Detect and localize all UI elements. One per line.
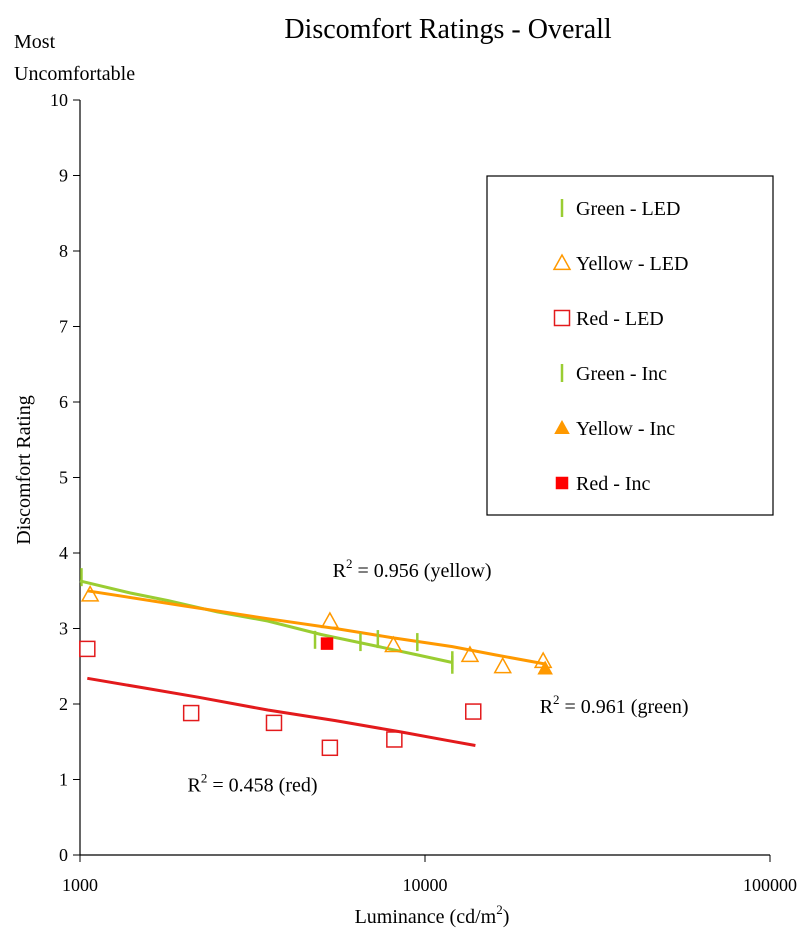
y-tick-label: 8 (59, 241, 68, 261)
legend-label-4: Yellow - Inc (576, 418, 675, 440)
r2-annotation-0: R2 = 0.956 (yellow) (333, 556, 492, 582)
y-tick-label: 2 (59, 694, 68, 714)
y-tick-label: 7 (59, 317, 68, 337)
legend-label-3: Green - Inc (576, 363, 667, 385)
y-tick-label: 3 (59, 619, 68, 639)
y-tick-label: 6 (59, 392, 68, 412)
legend-marker-1 (552, 253, 572, 271)
y-tick-label: 0 (59, 845, 68, 865)
data-point-series-1 (493, 656, 513, 674)
trendline-yellow (87, 589, 546, 666)
x-tick-label: 100000 (743, 875, 797, 895)
legend: Green - LED Yellow - LED Red - LED Green - … (486, 175, 774, 516)
x-axis-label: Luminance (cd/m2) (355, 902, 510, 928)
y-top-note-line2: Uncomfortable (14, 63, 135, 85)
data-point-series-1 (320, 611, 340, 629)
y-tick-label: 5 (59, 468, 68, 488)
data-point-series-2 (79, 640, 96, 658)
legend-marker-2 (553, 309, 571, 327)
legend-label-2: Red - LED (576, 308, 664, 330)
data-points (79, 568, 553, 757)
data-point-series-2 (265, 714, 283, 732)
x-tick-label: 10000 (403, 875, 448, 895)
axes: 0 1 2 3 4 5 6 7 8 9 10 1000 10000 100000 (50, 90, 797, 895)
trendline-red (87, 676, 476, 747)
data-point-series-4 (537, 660, 553, 675)
y-top-note-line1: Most (14, 31, 56, 53)
legend-label-1: Yellow - LED (576, 253, 688, 275)
r2-annotation-2: R2 = 0.458 (red) (188, 771, 318, 797)
data-point-series-1 (384, 635, 403, 653)
legend-marker-4 (554, 419, 570, 434)
y-tick-label: 1 (59, 770, 68, 790)
r2-annotation-1: R2 = 0.961 (green) (540, 692, 689, 718)
y-tick-label: 4 (59, 543, 68, 563)
data-point-series-2 (386, 731, 403, 748)
trendlines (79, 579, 546, 747)
legend-box (486, 175, 774, 516)
data-point-series-2 (182, 704, 200, 722)
x-tick-label: 1000 (62, 875, 98, 895)
y-tick-label: 10 (50, 90, 68, 110)
y-tick-label: 9 (59, 166, 68, 186)
trendline-green (79, 579, 453, 664)
data-point-series-2 (321, 739, 339, 757)
chart-title: Discomfort Ratings - Overall (284, 14, 612, 45)
y-axis-label: Discomfort Rating (13, 395, 35, 544)
data-point-series-1 (80, 584, 100, 602)
annotations: R2 = 0.956 (yellow) R2 = 0.961 (green) R2 … (188, 556, 689, 796)
data-point-series-5 (320, 637, 334, 650)
data-point-series-2 (465, 703, 482, 720)
data-point-series-1 (460, 645, 480, 663)
legend-label-0: Green - LED (576, 198, 680, 220)
legend-marker-5 (555, 476, 569, 490)
legend-label-5: Red - Inc (576, 473, 651, 495)
